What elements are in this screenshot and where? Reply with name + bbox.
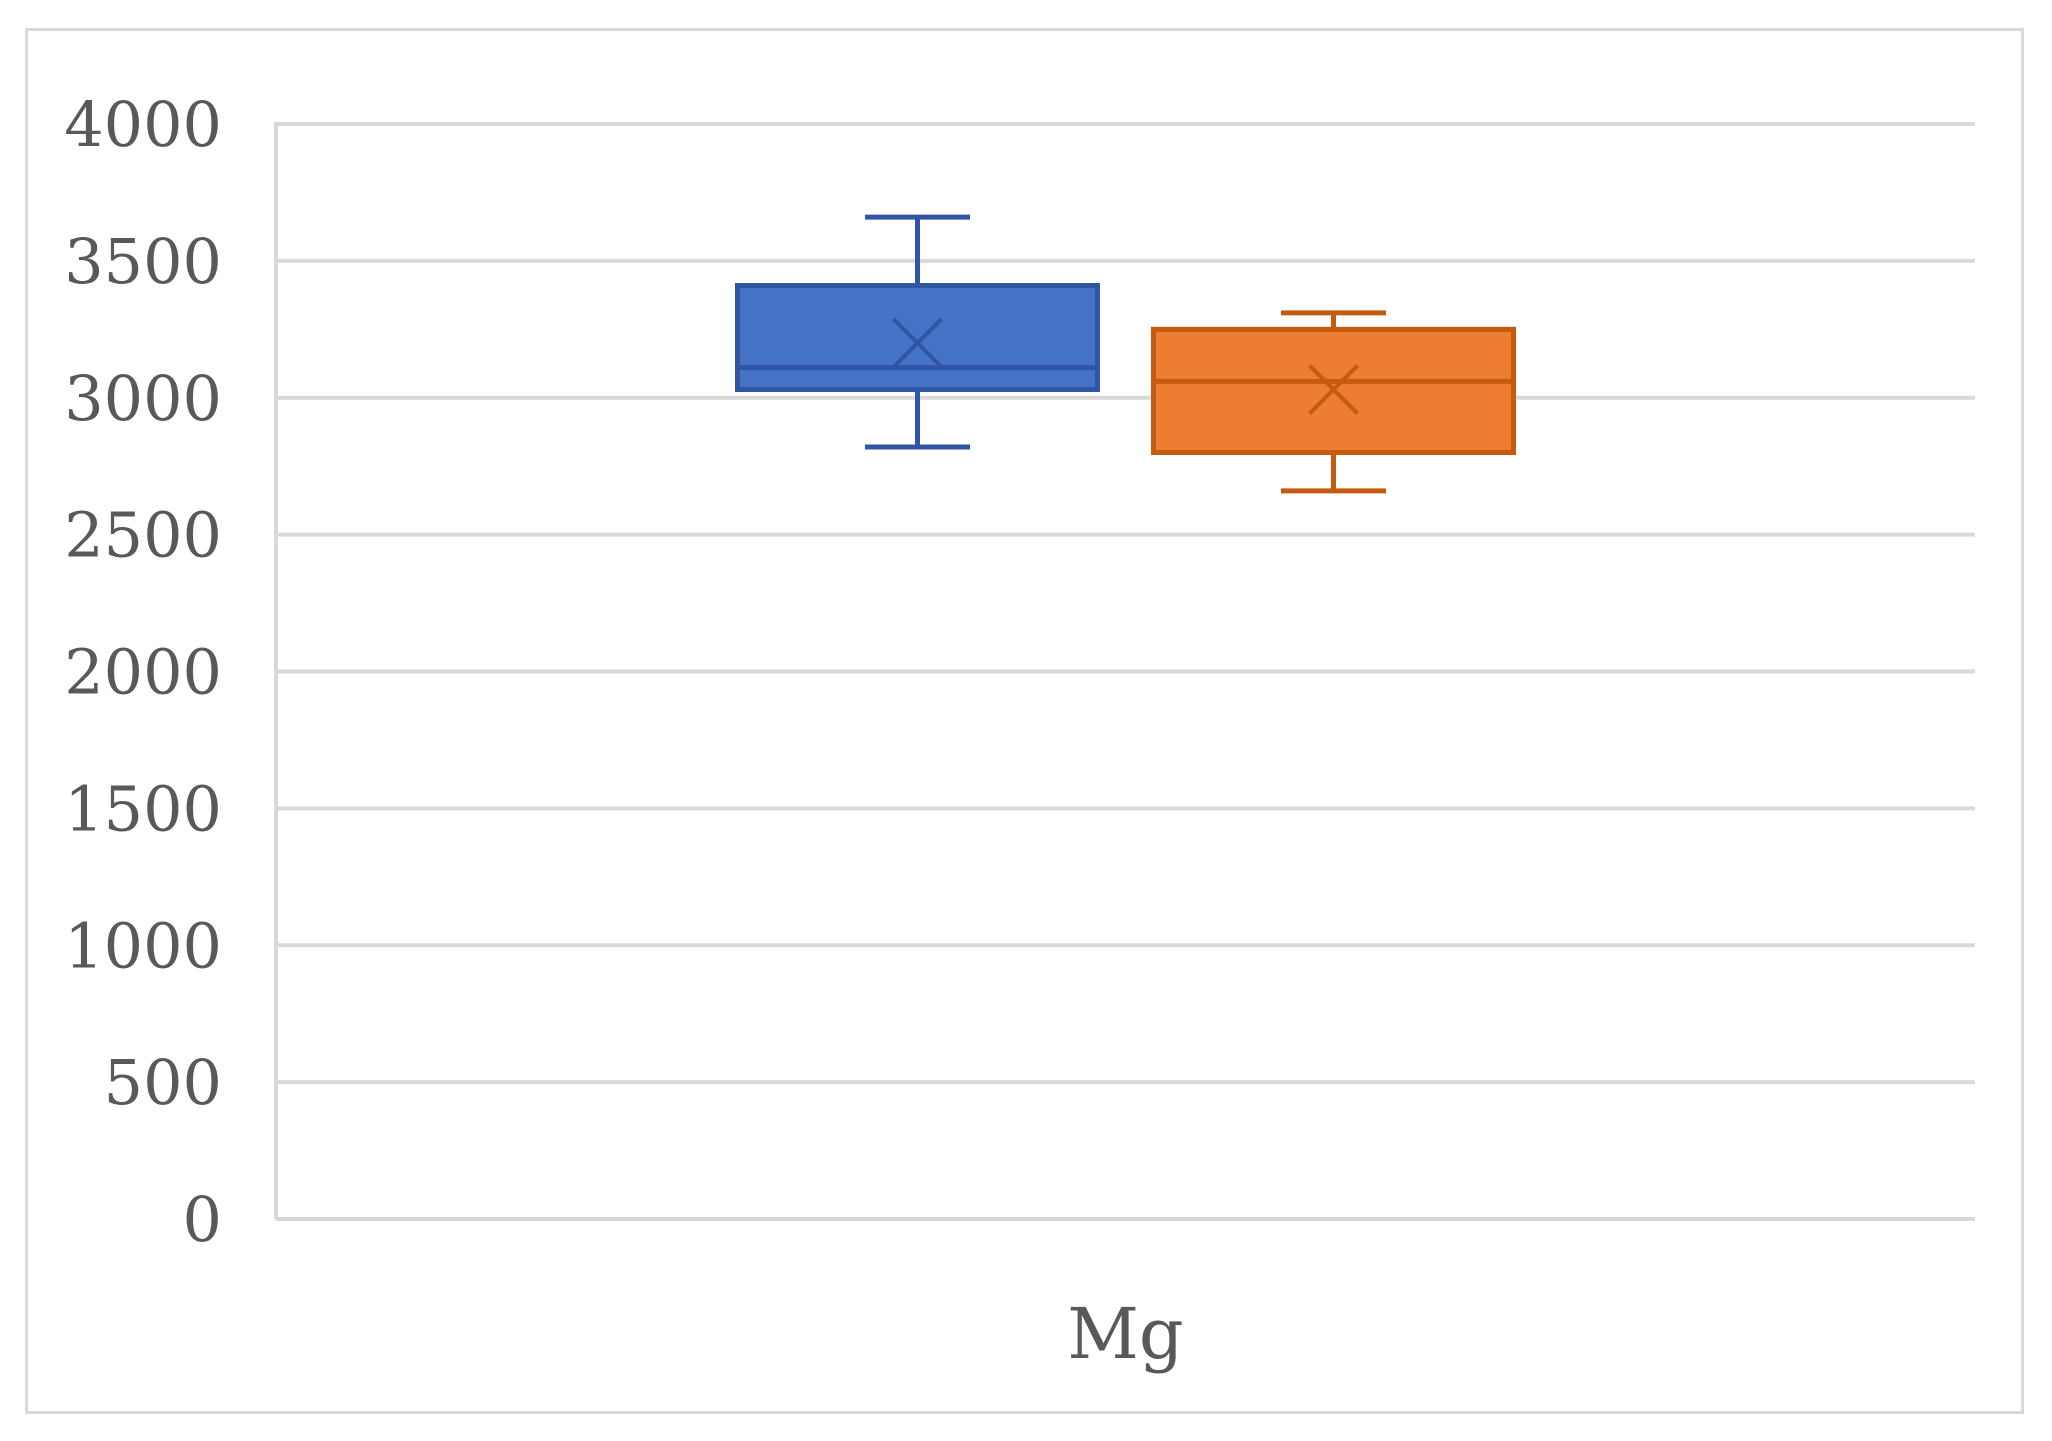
y-tick-label-2000: 2000 [64, 636, 222, 709]
y-tick-label-2500: 2500 [64, 499, 222, 572]
y-tick-label-3500: 3500 [64, 225, 222, 298]
box-series [735, 214, 1516, 494]
mean-marker-b [1308, 364, 1359, 415]
y-tick-label-1000: 1000 [64, 909, 222, 982]
y-axis: 0 500 1000 1500 2000 2500 3000 3500 4000 [64, 88, 278, 1256]
x-axis: Mg [1067, 1293, 1183, 1375]
y-tick-label-4000: 4000 [64, 88, 222, 161]
interquartile-box [735, 283, 1100, 393]
y-tick-label-1500: 1500 [64, 772, 222, 845]
box-series-2 [1151, 310, 1516, 494]
x-category-label: Mg [1067, 1293, 1183, 1375]
y-tick-label-0: 0 [183, 1183, 222, 1256]
box-series-1 [735, 214, 1100, 450]
mean-marker-b [892, 317, 943, 369]
y-tick-label-3000: 3000 [64, 362, 222, 435]
gridlines [276, 122, 1975, 1221]
y-tick-label-500: 500 [104, 1046, 222, 1119]
